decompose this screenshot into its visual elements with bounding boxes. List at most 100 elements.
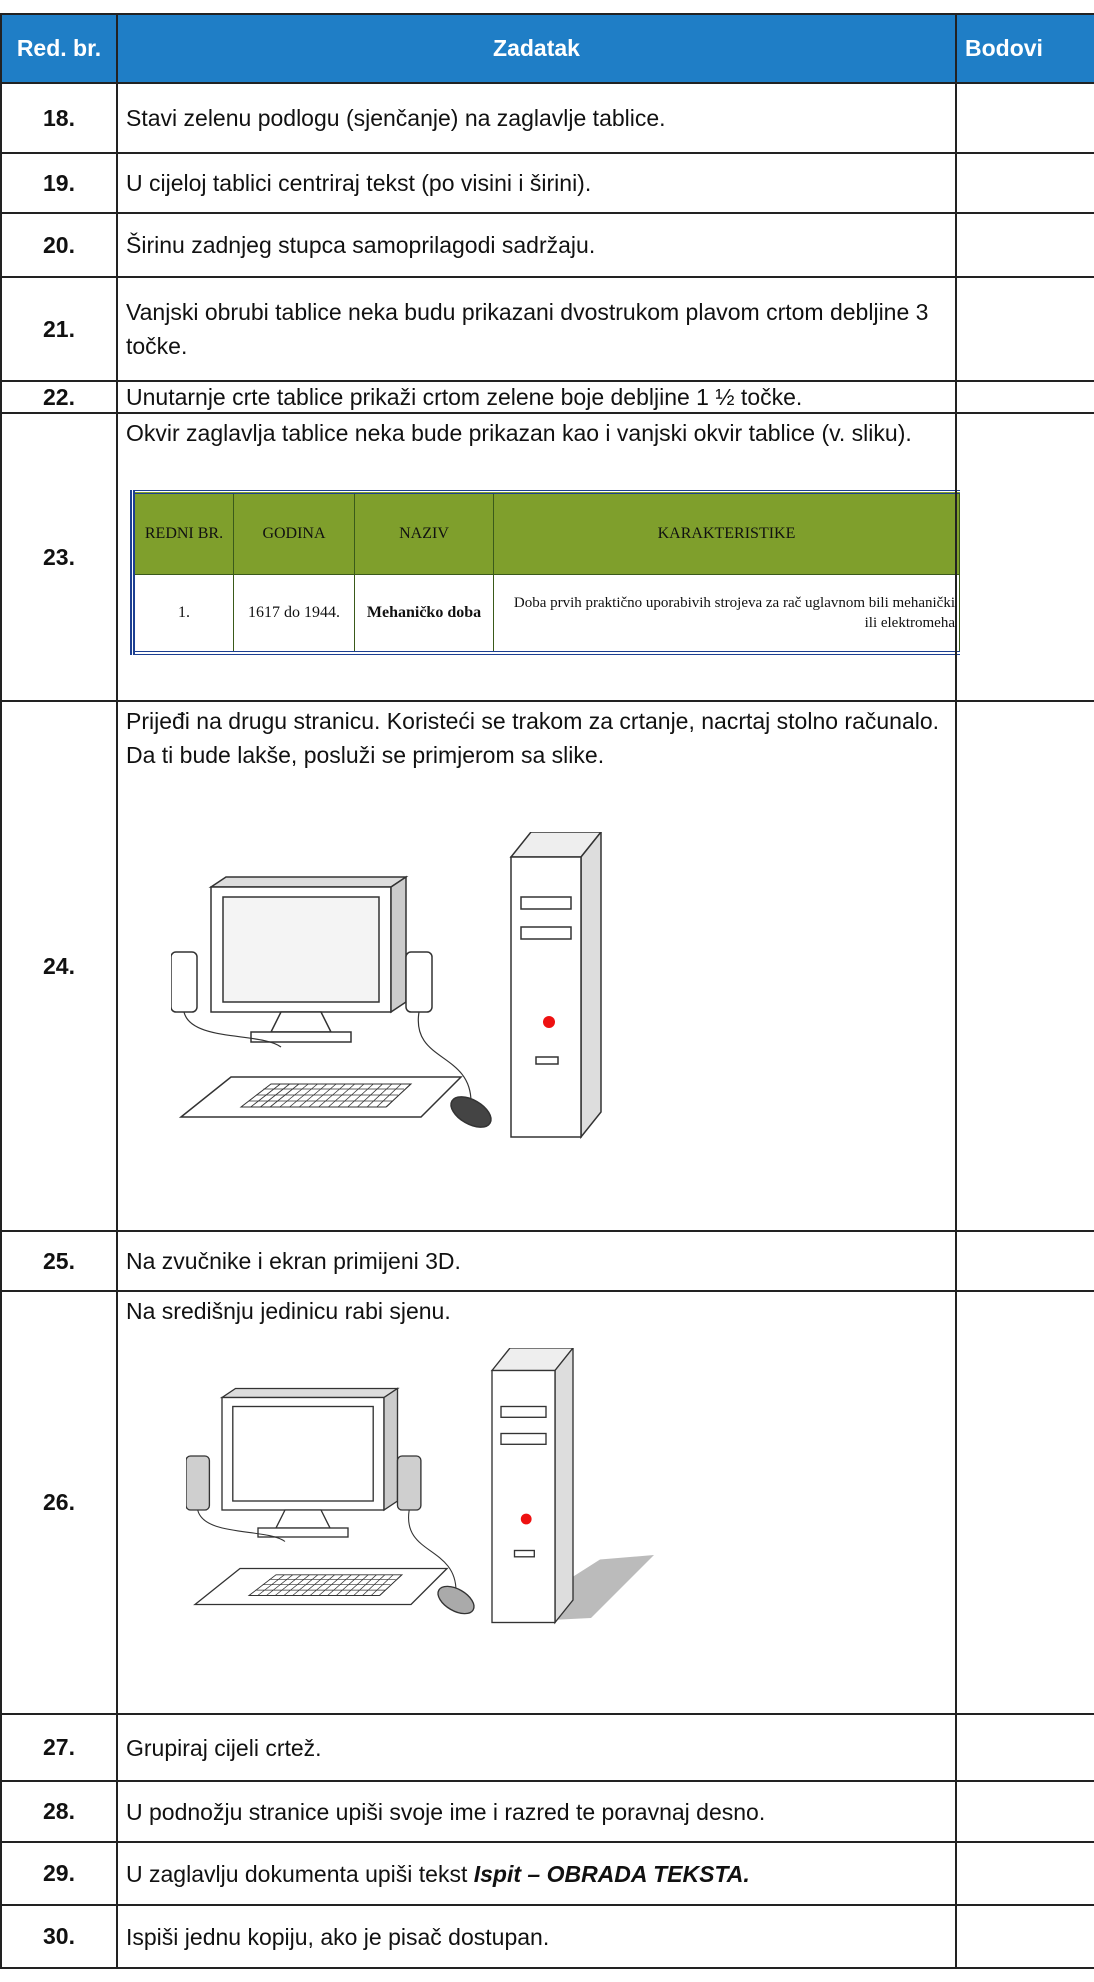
row-number: 29. [0, 1841, 118, 1906]
drawing-shape [239, 1083, 413, 1108]
header-task: Zadatak [116, 13, 957, 84]
task-table: Red. br. Zadatak Bodovi 18. Stavi zelenu … [0, 13, 1094, 1969]
drawing-shape [274, 1574, 302, 1596]
row-number: 22. [0, 380, 118, 414]
drawing-shape [208, 876, 409, 888]
drawing-shape [328, 1083, 355, 1108]
row-number: 23. [0, 412, 118, 702]
drawing-shape [535, 1056, 559, 1065]
row-number: 28. [0, 1780, 118, 1843]
drawing-shape [298, 1083, 328, 1108]
drawing-shape [274, 1509, 332, 1529]
row: 30. Ispiši jednu kopiju, ako je pisač dos… [0, 1904, 1094, 1969]
row: 23. Okvir zaglavlja tablice neka bude pr… [0, 412, 1094, 702]
drawing-shape [500, 1405, 547, 1418]
drawing-shape [257, 1527, 349, 1538]
drawing-shape [327, 1574, 352, 1596]
example-cell: 1. [132, 574, 234, 654]
points-cell [955, 1841, 1094, 1906]
row-number: 24. [0, 700, 118, 1232]
drawing-shape [289, 1083, 318, 1108]
task: Ispiši jednu kopiju, ako je pisač dostup… [116, 1904, 957, 1969]
points-cell [955, 412, 1094, 702]
points-cell [955, 1780, 1094, 1843]
drawing-shape [269, 1011, 333, 1033]
row: 25. Na zvučnike i ekran primijeni 3D. [0, 1230, 1094, 1292]
drawing-shape [379, 1574, 402, 1596]
drawing-shape [520, 926, 572, 940]
task-emphasis: Ispit – OBRADA TEKSTA. [473, 1860, 750, 1887]
points-cell [955, 152, 1094, 214]
task-table-wrap: Red. br. Zadatak Bodovi 18. Stavi zelenu … [0, 13, 1094, 1969]
drawing-shape [318, 1083, 346, 1108]
drawing-shape [347, 1083, 374, 1108]
drawing-shape [520, 896, 572, 910]
drawing-shape [269, 1083, 300, 1108]
row: 24. Prijeđi na drugu stranicu. Koristeći… [0, 700, 1094, 1232]
drawing-shape [376, 1083, 402, 1108]
drawing-shape [336, 1574, 360, 1596]
row: 29. U zaglavlju dokumenta upiši tekst Isp… [0, 1841, 1094, 1906]
drawing-shape [554, 1346, 574, 1625]
computer-illustration [170, 829, 603, 1140]
drawing-shape [344, 1574, 369, 1596]
drawing-shape [580, 829, 602, 1140]
drawing-shape [266, 1574, 293, 1596]
drawing-shape [283, 1574, 310, 1596]
row: 28. U podnožju stranice upiši svoje ime i… [0, 1780, 1094, 1843]
points-cell [955, 1713, 1094, 1782]
drawing-shape [362, 1574, 386, 1596]
drawing-shape [370, 1574, 394, 1596]
drawing-shape [292, 1574, 319, 1596]
row-number: 18. [0, 82, 118, 154]
row: 21. Vanjski obrubi tablice neka budu prik… [0, 276, 1094, 382]
drawing-shape [383, 1387, 399, 1512]
header-points: Bodovi [955, 13, 1094, 84]
drawing-shape [366, 1083, 393, 1108]
drawing-shape [543, 1016, 555, 1028]
task-cell: Okvir zaglavlja tablice neka bude prikaz… [116, 412, 960, 702]
drawing-shape [250, 1083, 281, 1108]
drawing-shape [232, 1405, 374, 1502]
drawing-shape [405, 951, 433, 1013]
drawing-shape [309, 1574, 335, 1596]
drawing-shape [247, 1574, 404, 1596]
example-cell: Mehaničko doba [354, 574, 494, 654]
example-header: NAZIV [354, 491, 494, 575]
task: Unutarnje crte tablice prikaži crtom zel… [116, 380, 957, 414]
example-header: KARAKTERISTIKE [493, 491, 960, 575]
row: 22. Unutarnje crte tablice prikaži crtom … [0, 380, 1094, 414]
task-cell: Prijeđi na drugu stranicu. Koristeći se … [116, 700, 957, 1232]
drawing-shape [450, 1096, 492, 1128]
points-cell [955, 1904, 1094, 1969]
task: Na središnju jedinicu rabi sjenu. [126, 1298, 451, 1324]
header-number: Red. br. [0, 13, 118, 84]
header-row: Red. br. Zadatak Bodovi [0, 13, 1094, 84]
computer-illustration [185, 1346, 654, 1625]
task: Širinu zadnjeg stupca samoprilagodi sadr… [116, 212, 957, 278]
example-cell: 1617 do 1944. [233, 574, 355, 654]
task: U zaglavlju dokumenta upiši tekst [126, 1860, 468, 1887]
row-number: 26. [0, 1290, 118, 1715]
row: 20. Širinu zadnjeg stupca samoprilagodi s… [0, 212, 1094, 278]
task: Stavi zelenu podlogu (sjenčanje) na zagl… [116, 82, 957, 154]
drawing-shape [260, 1083, 290, 1108]
drawing-shape [337, 1083, 365, 1108]
task: U cijeloj tablici centriraj tekst (po vi… [116, 152, 957, 214]
drawing-shape [170, 951, 198, 1013]
row: 19. U cijeloj tablici centriraj tekst (po… [0, 152, 1094, 214]
drawing-shape [353, 1574, 377, 1596]
row: 18. Stavi zelenu podlogu (sjenčanje) na z… [0, 82, 1094, 154]
drawing-shape [185, 1455, 211, 1511]
drawing-shape [250, 1031, 352, 1043]
row-number: 27. [0, 1713, 118, 1782]
row: 27. Grupiraj cijeli crtež. [0, 1713, 1094, 1782]
task: Okvir zaglavlja tablice neka bude prikaz… [126, 420, 912, 446]
drawing-shape [520, 1513, 532, 1525]
drawing-shape [301, 1574, 327, 1596]
drawing-shape [279, 1083, 309, 1108]
example-header: GODINA [233, 491, 355, 575]
points-cell [955, 276, 1094, 382]
task: Prijeđi na drugu stranicu. Koristeći se … [126, 708, 940, 768]
